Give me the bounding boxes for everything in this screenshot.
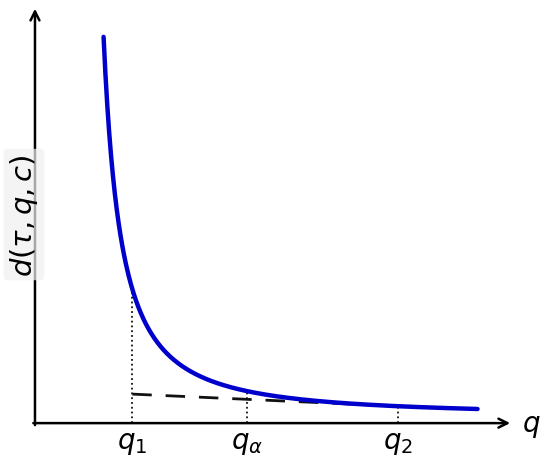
Text: $q_1$: $q_1$ xyxy=(117,428,147,456)
Text: $d(\tau, q, c)$: $d(\tau, q, c)$ xyxy=(8,154,40,276)
Text: $q_{\alpha}$: $q_{\alpha}$ xyxy=(232,428,264,456)
Text: $q$: $q$ xyxy=(522,411,541,439)
Text: $q_2$: $q_2$ xyxy=(383,428,413,456)
